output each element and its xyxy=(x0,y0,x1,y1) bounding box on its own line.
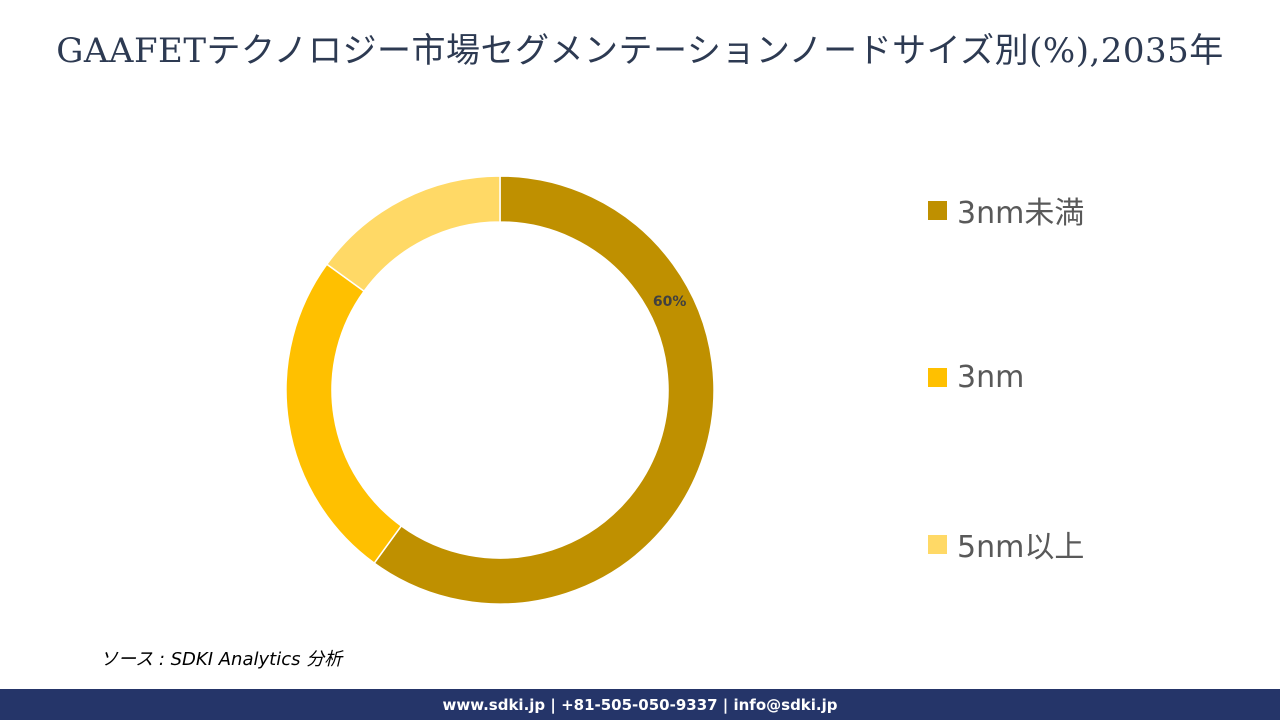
footer-contact: www.sdki.jp | +81-505-050-9337 | info@sd… xyxy=(442,695,838,714)
chart-title: GAAFETテクノロジー市場セグメンテーションノードサイズ別(%),2035年 xyxy=(56,31,1224,71)
legend-swatch xyxy=(928,367,947,387)
legend-label: 3nm xyxy=(957,359,1025,395)
donut-chart-svg: 60% xyxy=(285,175,715,605)
legend-item-lt-3nm: 3nm未満 xyxy=(928,190,1085,231)
legend-label: 5nm以上 xyxy=(957,530,1085,565)
slice-5nm-plus xyxy=(325,175,501,293)
source-note: ソース : SDKI Analytics 分析 xyxy=(100,649,343,670)
slice-3nm xyxy=(285,263,403,565)
legend-item-3nm: 3nm xyxy=(928,357,1024,397)
chart-legend: 3nm未満 3nm 5nm以上 xyxy=(928,180,1248,580)
legend-swatch xyxy=(928,200,947,220)
legend-swatch xyxy=(928,534,947,554)
legend-label: 3nm未満 xyxy=(957,196,1085,231)
slice-lt-3nm xyxy=(373,175,715,605)
legend-item-5nm-plus: 5nm以上 xyxy=(928,524,1085,565)
data-label-lt-3nm: 60% xyxy=(653,294,687,310)
footer-bar: www.sdki.jp | +81-505-050-9337 | info@sd… xyxy=(0,689,1280,720)
donut-chart: 60% xyxy=(270,160,730,620)
